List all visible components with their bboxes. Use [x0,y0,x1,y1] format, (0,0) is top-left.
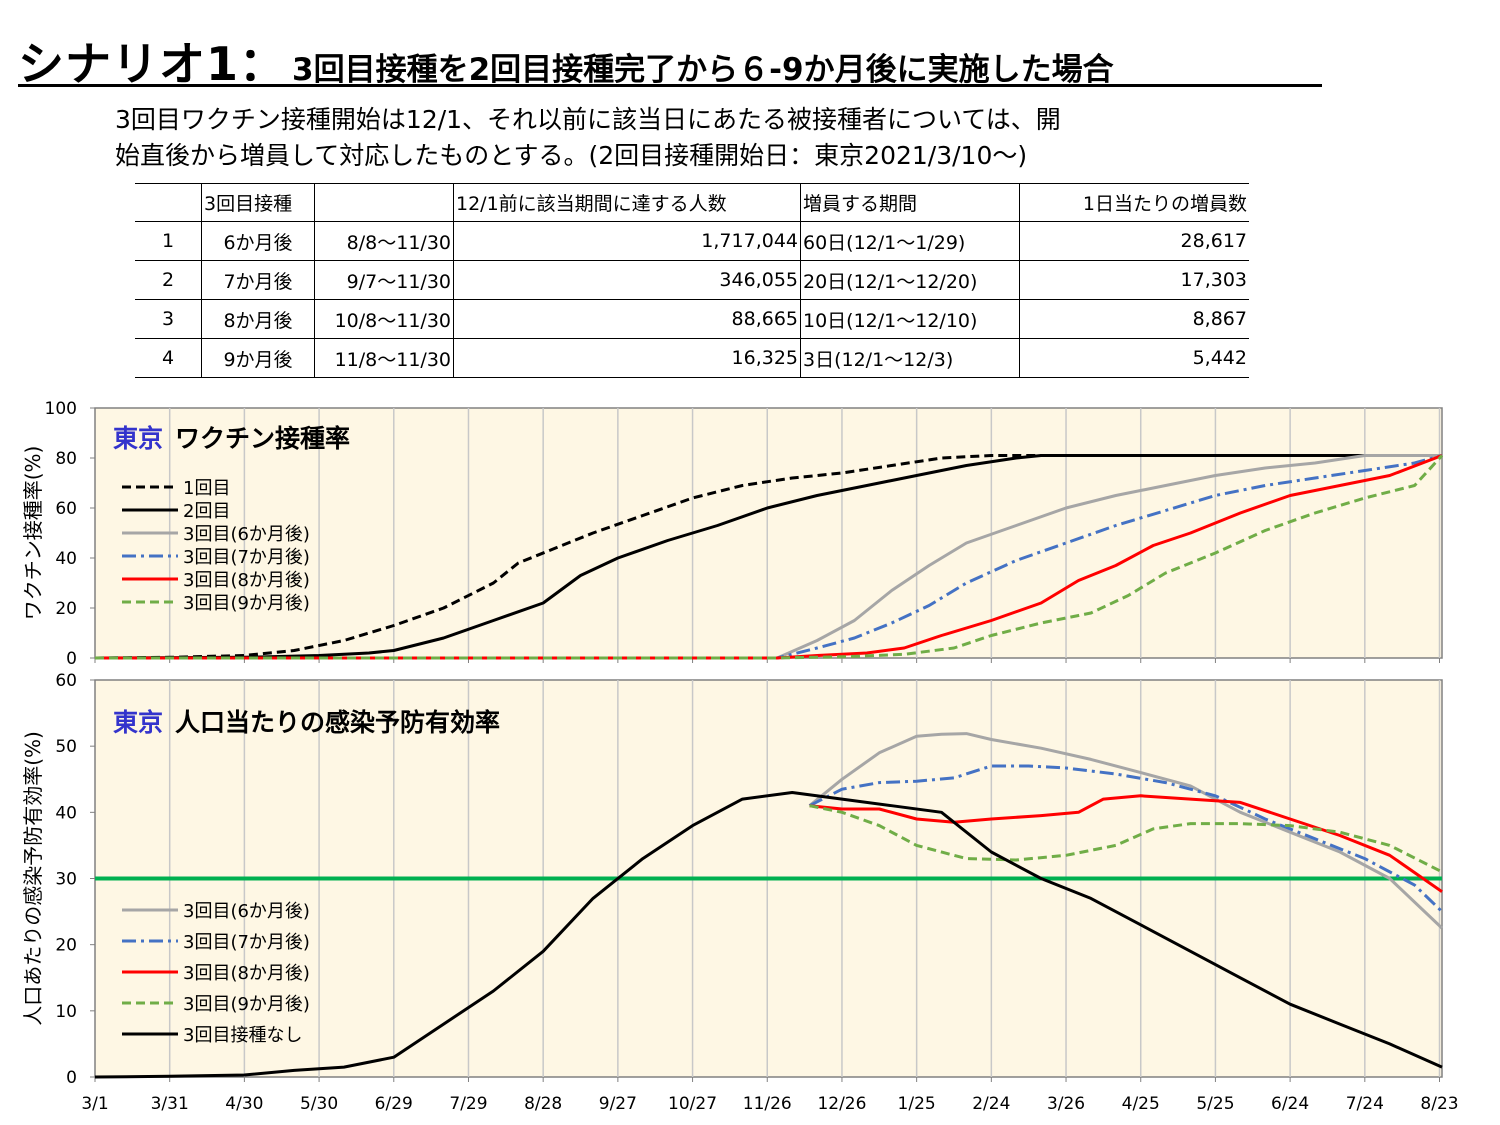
x-tick-label: 8/23 [1420,1094,1458,1114]
table-cell: 20日(12/1～12/20) [800,260,1020,300]
table-cell: 2 [135,260,202,300]
x-tick-label: 5/30 [300,1094,338,1114]
x-tick-label: 3/26 [1047,1094,1085,1114]
table-cell: 3日(12/1～12/3) [800,338,1020,378]
x-tick-label: 7/29 [449,1094,487,1114]
x-tick-label: 2/24 [972,1094,1010,1114]
series-line [808,732,1444,930]
y-tick-label: 100 [45,399,77,419]
series-line [95,454,1443,660]
x-tick-label: 8/28 [524,1094,562,1114]
table-cell: 8/8～11/30 [314,221,454,261]
y-tick-label: 50 [55,737,77,757]
x-tick-label: 11/26 [743,1094,792,1114]
series-line [95,454,1443,660]
table-row: 2 7か月後 9/7～11/30 346,055 20日(12/1～12/20)… [135,260,1249,300]
x-tick-label: 3/31 [151,1094,189,1114]
y-tick-label: 40 [55,549,77,569]
y-tick-label: 20 [55,936,77,956]
y-tick-label: 60 [55,499,77,519]
y-tick-label: 30 [55,870,77,890]
legend-label: 3回目(7か月後) [183,547,310,568]
x-tick-label: 7/24 [1346,1094,1384,1114]
y-axis-label: ワクチン接種率(%) [21,446,45,621]
table-cell: 10日(12/1～12/10) [800,299,1020,339]
series-line [809,794,1443,893]
table-cell: 7か月後 [201,260,315,300]
table-cell: 88,665 [453,299,801,339]
table-cell: 9/7～11/30 [314,260,454,300]
y-tick-label: 0 [66,1068,77,1088]
x-tick-label: 9/27 [599,1094,637,1114]
chart-title: 東京 人口当たりの感染予防有効率 [113,708,500,737]
chart-title-prefix: 東京 [113,424,163,453]
legend-label: 3回目(6か月後) [183,524,310,545]
legend-label: 2回目 [183,501,230,522]
page-title: シナリオ1： 3回目接種を2回目接種完了から６-9か月後に実施した場合 [18,28,1114,94]
description-line-2: 始直後から増員して対応したものとする。(2回目接種開始日：東京2021/3/10… [115,141,1028,170]
legend-label: 3回目接種なし [183,1025,302,1046]
x-tick-label: 5/25 [1196,1094,1234,1114]
table-row: 3 8か月後 10/8～11/30 88,665 10日(12/1～12/10)… [135,299,1249,339]
x-tick-label: 4/25 [1122,1094,1160,1114]
x-tick-label: 10/27 [668,1094,717,1114]
legend-label: 3回目(9か月後) [183,994,310,1015]
schedule-table: 3回目接種 12/1前に該当期間に達する人数 増員する期間 1日当たりの増員数 … [135,183,1249,378]
legend-label: 1回目 [183,478,230,499]
title-main: シナリオ1： [18,37,287,91]
y-tick-label: 10 [55,1002,77,1022]
legend-label: 3回目(8か月後) [183,963,310,984]
x-tick-label: 6/24 [1271,1094,1309,1114]
table-cell: 16,325 [453,338,801,378]
table-cell: 8か月後 [201,299,315,339]
y-tick-label: 0 [66,649,77,669]
chart-title-text: 人口当たりの感染予防有効率 [175,708,500,737]
series-line [808,764,1444,913]
table-cell: 5,442 [1019,338,1249,378]
table-header-cell: 1日当たりの増員数 [1019,183,1249,222]
table-cell: 11/8～11/30 [314,338,454,378]
table-header-cell: 12/1前に該当期間に達する人数 [453,183,801,222]
legend-label: 3回目(9か月後) [183,593,310,614]
table-row: 4 9か月後 11/8～11/30 16,325 3日(12/1～12/3) 5… [135,338,1249,378]
legend-label: 3回目(8か月後) [183,570,310,591]
table-header-row: 3回目接種 12/1前に該当期間に達する人数 増員する期間 1日当たりの増員数 [135,183,1249,222]
table-header-cell: 3回目接種 [201,183,315,222]
x-tick-label: 12/26 [817,1094,866,1114]
x-tick-label: 3/1 [81,1094,108,1114]
table-cell: 60日(12/1～1/29) [800,221,1020,261]
legend-label: 3回目(7か月後) [183,932,310,953]
description: 3回目ワクチン接種開始は12/1、それ以前に該当日にあたる被接種者については、開… [115,102,1245,174]
table-cell: 10/8～11/30 [314,299,454,339]
chart-title-text: ワクチン接種率 [175,424,350,453]
table-cell: 1,717,044 [453,221,801,261]
chart-2: 3/1 3/31 4/30 5/30 6/29 7/29 8/28 9/27 10/27 11/2… [21,671,1459,1114]
x-tick-label: 1/25 [898,1094,936,1114]
y-tick-label: 20 [55,599,77,619]
y-tick-label: 80 [55,449,77,469]
chart-title-prefix: 東京 [113,708,163,737]
y-axis-label: 人口あたりの感染予防有効率(%) [21,731,45,1026]
table-cell: 4 [135,338,202,378]
series-line [809,804,1443,874]
series-line [94,791,1443,1079]
series-line [95,454,1442,660]
y-tick-label: 60 [55,671,77,691]
table-cell: 9か月後 [201,338,315,378]
y-tick-label: 40 [55,803,77,823]
series-line [95,454,1444,660]
table-cell: 17,303 [1019,260,1249,300]
x-tick-label: 6/29 [375,1094,413,1114]
x-tick-label: 4/30 [225,1094,263,1114]
description-line-1: 3回目ワクチン接種開始は12/1、それ以前に該当日にあたる被接種者については、開 [115,105,1061,134]
chart-title: 東京 ワクチン接種率 [113,424,350,453]
title-underline [18,84,1322,87]
legend-label: 3回目(6か月後) [183,901,310,922]
series-line [94,454,1442,660]
title-sub: 3回目接種を2回目接種完了から６-9か月後に実施した場合 [292,52,1114,88]
